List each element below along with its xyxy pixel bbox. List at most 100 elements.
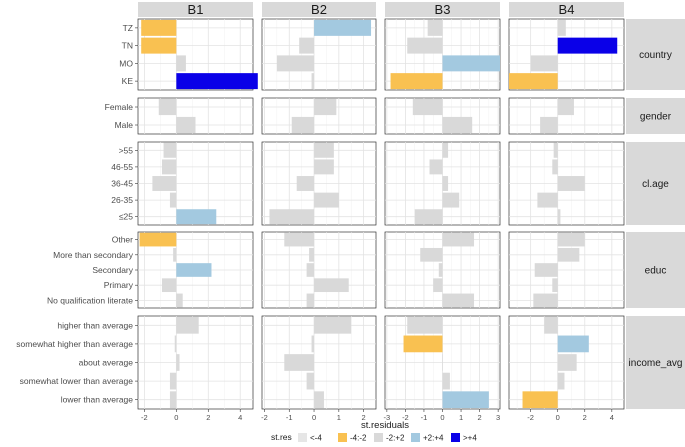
legend-key — [298, 433, 307, 442]
row-strip-educ — [626, 232, 685, 308]
bar — [509, 73, 558, 90]
row-strip-label: educ — [645, 266, 667, 277]
y-category-label: TZ — [123, 23, 133, 33]
row-strip-label: cl.age — [642, 179, 669, 190]
y-category-label: Primary — [104, 280, 134, 290]
bar — [540, 116, 558, 134]
x-tick-label: 1 — [459, 413, 463, 422]
bar — [306, 263, 315, 277]
bar — [161, 159, 177, 175]
legend-label: -2:+2 — [386, 434, 405, 443]
column-strip-label: B4 — [559, 2, 575, 17]
y-category-label: Other — [112, 235, 133, 245]
row-strip-gender — [626, 98, 685, 134]
column-strip-B2 — [262, 2, 376, 17]
row-strip-label: gender — [640, 112, 672, 123]
column-strip-label: B1 — [188, 2, 204, 17]
bar — [306, 293, 315, 308]
column-strip-B3 — [385, 2, 500, 17]
bar — [442, 391, 489, 409]
bar — [276, 55, 315, 72]
x-tick-label: -2 — [527, 413, 534, 422]
bar — [311, 73, 315, 90]
y-category-label: about average — [79, 358, 134, 368]
x-tick-label: 0 — [556, 413, 560, 422]
bar — [557, 232, 585, 247]
x-tick-label: 0 — [440, 413, 444, 422]
x-tick-label: 1 — [337, 413, 341, 422]
bar — [552, 278, 558, 293]
bar — [414, 209, 443, 225]
bar — [557, 176, 585, 191]
bar — [530, 55, 558, 72]
legend-label: >+4 — [463, 434, 477, 443]
bar — [442, 354, 443, 371]
legend-key — [411, 433, 420, 442]
bar — [557, 372, 565, 390]
y-category-label: More than secondary — [53, 250, 134, 260]
legend-key — [338, 433, 347, 442]
bar — [306, 372, 315, 390]
x-tick-label: 2 — [362, 413, 366, 422]
panel-B1-country — [137, 18, 258, 91]
panel-B3-cl.age — [384, 141, 501, 226]
row-strip-country — [626, 19, 685, 90]
legend-title: st.res — [271, 432, 292, 442]
bar — [176, 73, 258, 90]
y-category-label: somewhat lower than average — [20, 376, 134, 386]
bar — [537, 192, 558, 208]
x-tick-label: 2 — [583, 413, 587, 422]
y-category-label: KE — [122, 76, 134, 86]
panel-B4-gender — [508, 97, 625, 135]
x-axis-ticks: -2 0 2 4 -2 -1 0 1 2 -3 -2 -1 0 1 2 3 -2 0 2 4 — [141, 409, 614, 422]
x-tick-label: 4 — [610, 413, 614, 422]
bar — [311, 335, 315, 353]
bar — [139, 232, 177, 247]
bar — [291, 116, 315, 134]
bar — [314, 192, 339, 208]
x-tick-label: 0 — [312, 413, 316, 422]
row-strip-income_avg — [626, 316, 685, 409]
bar — [557, 354, 577, 371]
bar — [427, 19, 443, 36]
panel-B2-cl.age — [261, 141, 377, 226]
column-strip-label: B2 — [311, 2, 327, 17]
y-category-label: No qualification literate — [47, 295, 133, 305]
legend-label: -4:-2 — [350, 434, 367, 443]
panels-layer — [137, 18, 625, 410]
bar — [158, 98, 177, 116]
bar — [176, 55, 186, 72]
bar — [412, 98, 443, 116]
y-category-label: MO — [119, 58, 133, 68]
bar — [314, 159, 334, 175]
bar — [557, 335, 589, 353]
y-category-label: Male — [115, 120, 134, 130]
bar — [176, 116, 196, 134]
bar — [403, 335, 443, 353]
y-category-label: 46-55 — [111, 162, 133, 172]
x-tick-label: -2 — [402, 413, 409, 422]
row-strip-label: country — [639, 50, 672, 61]
bar — [299, 37, 315, 54]
bar — [169, 391, 177, 409]
y-category-label: Secondary — [92, 265, 133, 275]
y-category-label: 36-45 — [111, 179, 133, 189]
bar — [269, 209, 315, 225]
bar — [176, 293, 183, 308]
panel-B3-educ — [384, 231, 501, 309]
bar — [176, 209, 217, 225]
y-category-label: ≤25 — [119, 212, 133, 222]
strips-layer: B1 B2 B3 B4 country gender cl.age educ income_av… — [138, 2, 685, 409]
bar — [557, 19, 566, 36]
panel-B1-educ — [137, 231, 254, 309]
x-tick-label: 0 — [174, 413, 178, 422]
bar — [314, 316, 352, 334]
bar — [534, 263, 558, 277]
bar — [442, 142, 449, 158]
bar — [169, 372, 177, 390]
y-category-label: higher than average — [57, 320, 133, 330]
x-tick-label: 2 — [206, 413, 210, 422]
y-category-label: >55 — [119, 145, 134, 155]
bar — [173, 247, 177, 262]
